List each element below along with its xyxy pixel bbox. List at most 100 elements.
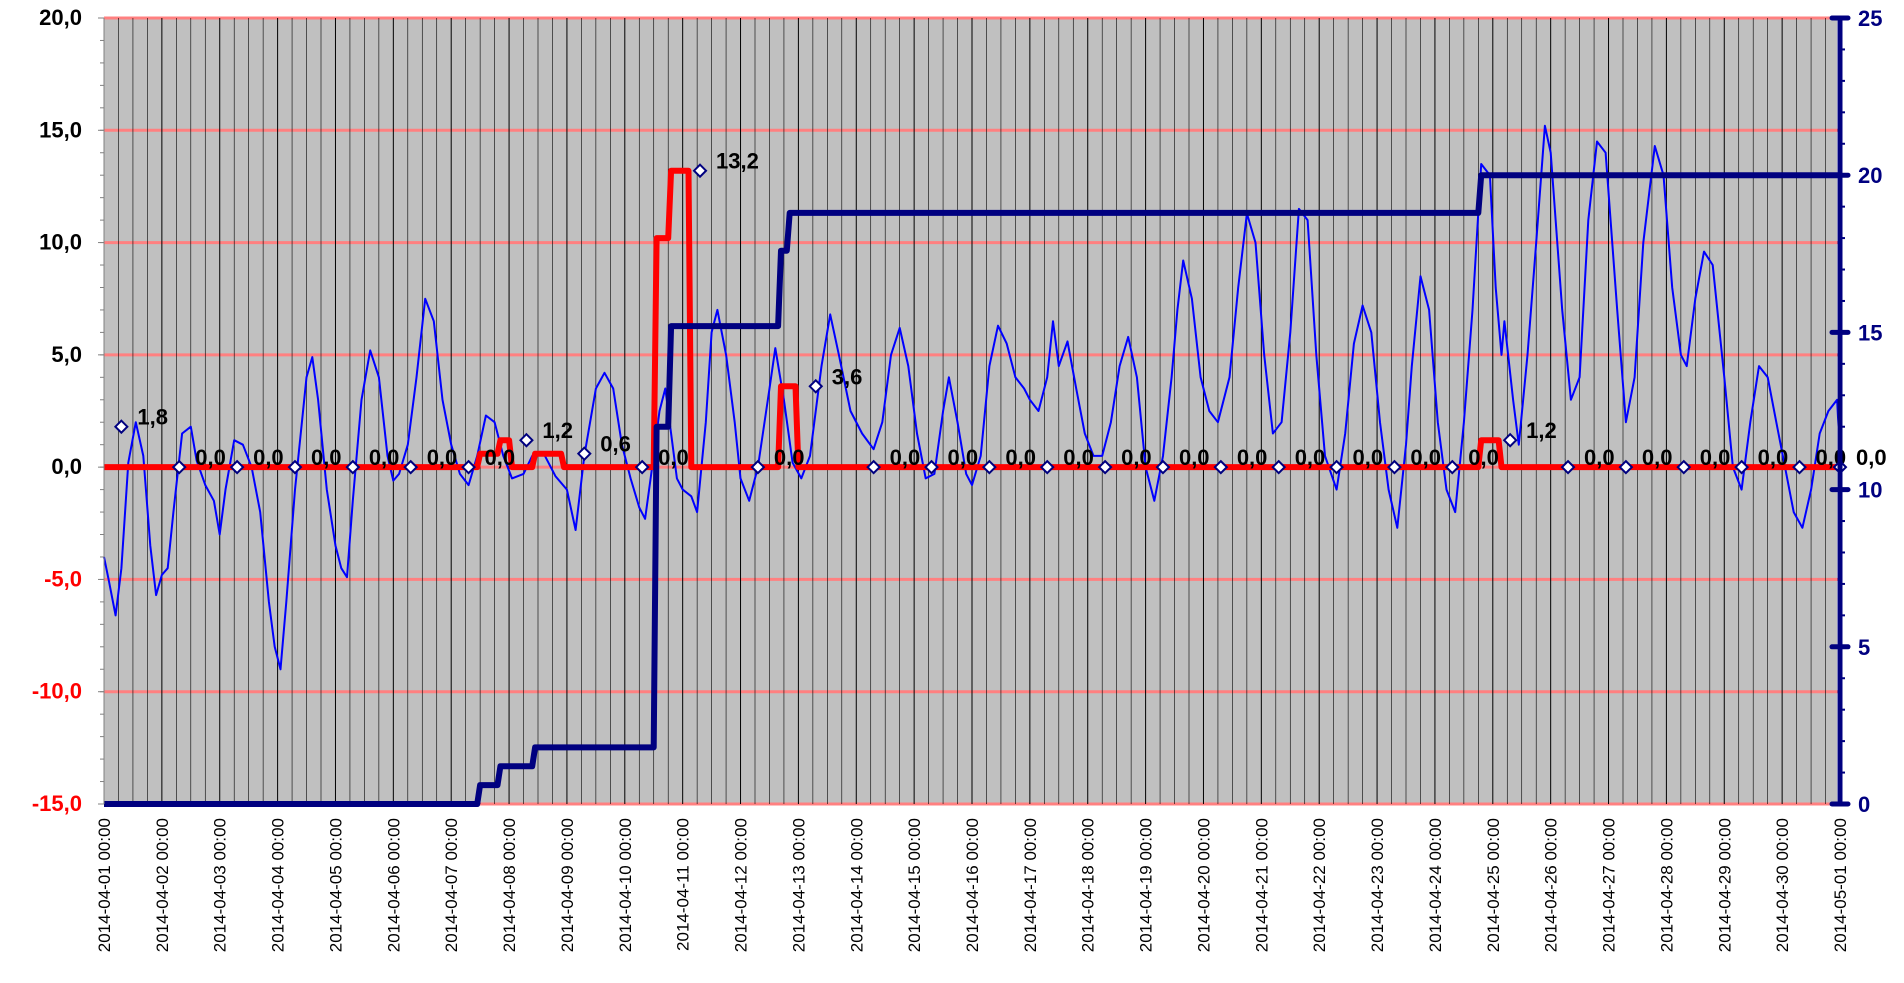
- x-tick-label: 2014-04-24 00:00: [1426, 818, 1445, 952]
- data-point-marker: [1155, 459, 1171, 475]
- x-tick-label: 2014-04-03 00:00: [211, 818, 230, 952]
- right-tick-label: 0: [1858, 792, 1870, 817]
- data-point-marker: [1097, 459, 1113, 475]
- right-tick-label: 15: [1858, 320, 1882, 345]
- data-label: 0,0: [1468, 445, 1499, 470]
- right-tick-label: 20: [1858, 163, 1882, 188]
- x-tick-label: 2014-04-17 00:00: [1021, 818, 1040, 952]
- x-tick-label: 2014-04-29 00:00: [1715, 818, 1734, 952]
- x-tick-label: 2014-04-06 00:00: [384, 818, 403, 952]
- data-label: 0,0: [1856, 445, 1887, 470]
- right-axis-labels: 0 5 10 15 20 25: [1858, 6, 1882, 817]
- x-tick-label: 2014-04-11 00:00: [674, 818, 693, 951]
- plot-area: [104, 18, 1837, 804]
- data-point-marker: [1676, 459, 1692, 475]
- data-point-marker: [576, 446, 592, 462]
- left-tick-label: 5,0: [51, 342, 82, 367]
- x-tick-label: 2014-04-19 00:00: [1137, 818, 1156, 952]
- data-point-marker: [229, 459, 245, 475]
- left-tick-label: -5,0: [44, 566, 82, 591]
- data-point-marker: [519, 432, 534, 448]
- data-point-marker: [924, 459, 939, 475]
- data-point-marker: [171, 459, 187, 475]
- series-group: [103, 124, 1841, 807]
- data-label: 0,0: [369, 445, 400, 470]
- x-tick-label: 2014-04-09 00:00: [558, 818, 577, 952]
- data-label: 13,2: [716, 149, 759, 174]
- data-label: 0,0: [427, 445, 458, 470]
- left-tick-label: 15,0: [39, 117, 82, 142]
- data-point-marker: [345, 459, 361, 475]
- right-tick-label: 10: [1858, 478, 1882, 503]
- data-label: 0,0: [253, 445, 284, 470]
- right-tick-label: 25: [1858, 6, 1882, 31]
- x-tick-label: 2014-04-14 00:00: [847, 818, 866, 952]
- data-label: 0,0: [890, 445, 921, 470]
- data-label: 0,0: [485, 445, 516, 470]
- left-tick-label: 10,0: [39, 230, 82, 255]
- data-point-marker: [1387, 459, 1402, 475]
- x-axis-labels: 2014-04-01 00:00 2014-04-02 00:00 2014-04-…: [95, 818, 1850, 952]
- left-tick-label: -10,0: [32, 679, 82, 704]
- data-label: 0,0: [1700, 445, 1731, 470]
- data-point-marker: [866, 459, 882, 475]
- x-tick-label: 2014-04-28 00:00: [1657, 818, 1676, 952]
- right-tick-label: 5: [1858, 635, 1870, 660]
- x-tick-label: 2014-04-07 00:00: [442, 818, 461, 952]
- data-label: 0,0: [658, 445, 689, 470]
- x-tick-label: 2014-04-13 00:00: [789, 818, 808, 952]
- data-point-marker: [1039, 459, 1055, 475]
- data-points: 1,8 0,0 0,0 0,0 0,0 0,0 0,0 1,2 0,6 0,0 13,2 0,0 3,6…: [113, 149, 1887, 475]
- data-label: 0,0: [1295, 445, 1326, 470]
- data-point-marker: [750, 459, 766, 475]
- x-tick-label: 2014-04-10 00:00: [616, 818, 635, 952]
- data-point-marker: [1560, 459, 1576, 475]
- x-tick-label: 2014-04-26 00:00: [1542, 818, 1561, 952]
- data-point-marker: [1329, 459, 1344, 475]
- data-point-marker: [1271, 459, 1287, 475]
- cumulative-precipitation-series: [104, 172, 1840, 807]
- data-label: 0,0: [774, 445, 805, 470]
- data-label: 0,0: [195, 445, 226, 470]
- x-tick-label: 2014-04-08 00:00: [500, 818, 519, 952]
- data-label: 0,0: [947, 445, 978, 470]
- x-tick-label: 2014-04-12 00:00: [732, 818, 751, 952]
- x-tick-label: 2014-04-01 00:00: [95, 818, 114, 952]
- x-tick-label: 2014-04-21 00:00: [1252, 818, 1271, 952]
- data-label: 0,0: [1584, 445, 1615, 470]
- data-point-marker: [287, 459, 303, 475]
- x-tick-label: 2014-04-25 00:00: [1484, 818, 1503, 952]
- data-label: 1,2: [542, 418, 573, 443]
- data-label: 0,0: [1237, 445, 1268, 470]
- data-label: 0,0: [1005, 445, 1036, 470]
- x-tick-label: 2014-04-20 00:00: [1194, 818, 1213, 952]
- x-tick-label: 2014-04-16 00:00: [963, 818, 982, 952]
- left-tick-label: 0,0: [51, 454, 82, 479]
- data-point-marker: [1444, 459, 1460, 475]
- x-tick-label: 2014-05-01 00:00: [1831, 818, 1850, 952]
- x-tick-label: 2014-04-02 00:00: [153, 818, 172, 952]
- data-label: 0,0: [1410, 445, 1441, 470]
- data-label: 0,0: [1063, 445, 1094, 470]
- data-point-marker: [634, 459, 650, 475]
- data-label: 1,2: [1526, 418, 1557, 443]
- x-tick-label: 2014-04-27 00:00: [1600, 818, 1619, 952]
- left-axis-labels: -15,0 -10,0 -5,0 0,0 5,0 10,0 15,0 20,0: [32, 5, 82, 816]
- left-axis-ticks: [98, 17, 104, 805]
- data-point-marker: [981, 459, 997, 475]
- data-point-marker: [1618, 459, 1634, 475]
- data-label: 0,0: [1121, 445, 1152, 470]
- vertical-gridlines: [103, 18, 1841, 804]
- data-point-marker: [1734, 459, 1750, 475]
- data-label: 0,0: [1353, 445, 1384, 470]
- data-label: 0,0: [1642, 445, 1673, 470]
- data-point-marker: [461, 459, 476, 475]
- data-label: 3,6: [832, 364, 863, 389]
- data-point-marker: [113, 419, 129, 435]
- data-label: 0,0: [311, 445, 342, 470]
- x-tick-label: 2014-04-30 00:00: [1773, 818, 1792, 952]
- data-point-marker: [1502, 432, 1518, 448]
- data-point-marker: [808, 378, 824, 394]
- data-label: 0,6: [600, 432, 631, 457]
